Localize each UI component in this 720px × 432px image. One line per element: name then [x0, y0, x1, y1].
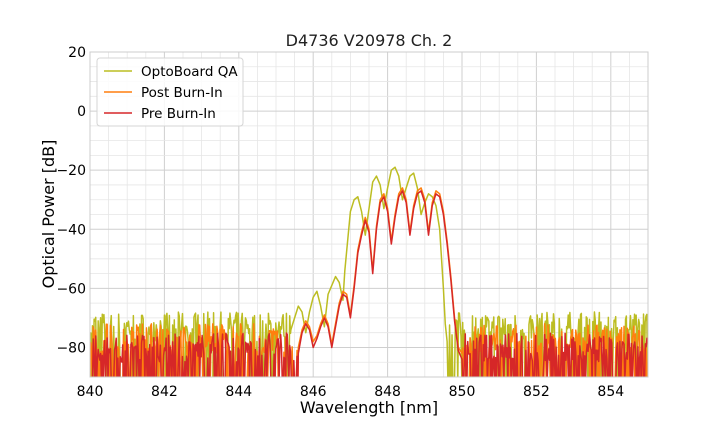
y-tick-label: −20	[56, 163, 86, 179]
y-tick-label: −60	[56, 281, 86, 297]
plot-frame	[89, 51, 649, 378]
x-tick-label: 854	[597, 384, 624, 400]
y-tick-label: −40	[56, 222, 86, 238]
x-tick-label: 842	[151, 384, 178, 400]
x-tick-label: 848	[374, 384, 401, 400]
x-tick-label: 846	[300, 384, 327, 400]
legend: OptoBoard QA Post Burn-In Pre Burn-In	[96, 57, 244, 127]
y-tick-label: 0	[77, 104, 86, 120]
legend-label-pre-burn-in: Pre Burn-In	[141, 106, 216, 122]
legend-box	[96, 57, 244, 127]
legend-label-optoboard-qa: OptoBoard QA	[141, 64, 238, 80]
y-tick-label: −80	[56, 340, 86, 356]
x-tick-label: 840	[77, 384, 104, 400]
tick-labels: 840 842 844 846 848 850 852 854 20 0 −20 −40 −60 −80	[56, 45, 624, 400]
x-axis-label: Wavelength [nm]	[300, 398, 438, 417]
y-axis-label: Optical Power [dB]	[39, 140, 58, 289]
series-line-pre-burn-in	[91, 190, 648, 377]
legend-label-post-burn-in: Post Burn-In	[141, 85, 223, 101]
y-tick-label: 20	[68, 45, 86, 61]
x-tick-label: 850	[449, 384, 476, 400]
chart-title: D4736 V20978 Ch. 2	[286, 31, 453, 50]
series-group	[90, 166, 648, 377]
x-tick-label: 852	[523, 384, 550, 400]
x-tick-label: 844	[225, 384, 252, 400]
